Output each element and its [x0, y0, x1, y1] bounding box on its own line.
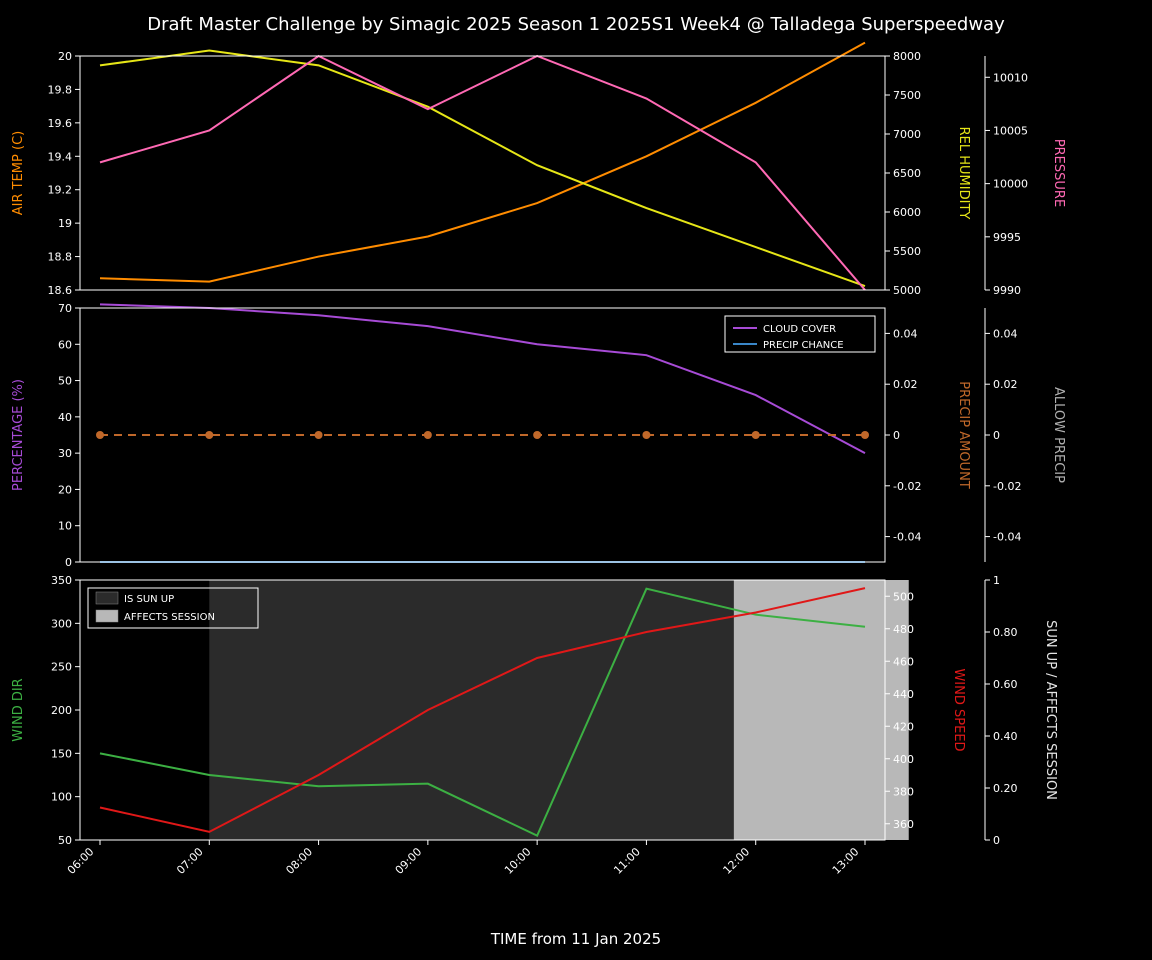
svg-text:20: 20: [58, 483, 72, 496]
svg-text:300: 300: [51, 617, 72, 630]
svg-text:IS SUN UP: IS SUN UP: [124, 594, 174, 605]
svg-text:460: 460: [893, 655, 914, 668]
svg-text:19: 19: [58, 217, 72, 230]
svg-text:5500: 5500: [893, 245, 921, 258]
svg-text:6500: 6500: [893, 167, 921, 180]
svg-text:380: 380: [893, 785, 914, 798]
svg-text:CLOUD COVER: CLOUD COVER: [763, 324, 836, 335]
svg-text:-0.04: -0.04: [893, 531, 921, 544]
svg-text:0.02: 0.02: [993, 378, 1018, 391]
svg-text:10010: 10010: [993, 71, 1028, 84]
svg-text:WIND DIR: WIND DIR: [11, 678, 26, 741]
svg-text:10005: 10005: [993, 124, 1028, 137]
svg-text:8000: 8000: [893, 50, 921, 63]
svg-text:SUN UP / AFFECTS SESSION: SUN UP / AFFECTS SESSION: [1043, 620, 1058, 800]
svg-text:6000: 6000: [893, 206, 921, 219]
svg-text:REL HUMIDITY: REL HUMIDITY: [956, 127, 971, 220]
svg-text:360: 360: [893, 818, 914, 831]
svg-text:13:00: 13:00: [830, 845, 862, 877]
svg-text:06:00: 06:00: [65, 845, 97, 877]
svg-text:12:00: 12:00: [721, 845, 753, 877]
svg-text:18.8: 18.8: [48, 251, 73, 264]
svg-text:7000: 7000: [893, 128, 921, 141]
svg-text:10: 10: [58, 520, 72, 533]
svg-text:PRECIP AMOUNT: PRECIP AMOUNT: [956, 381, 971, 489]
svg-text:500: 500: [893, 590, 914, 603]
weather-chart: 18.6 18.8 19 19.2 19.4 19.6 19.8 20 AIR TEMP (C)…: [0, 0, 1152, 960]
svg-text:100: 100: [51, 791, 72, 804]
svg-text:19.4: 19.4: [48, 150, 73, 163]
svg-text:40: 40: [58, 411, 72, 424]
svg-text:19.2: 19.2: [48, 184, 73, 197]
svg-text:70: 70: [58, 302, 72, 315]
svg-text:9995: 9995: [993, 231, 1021, 244]
svg-text:440: 440: [893, 688, 914, 701]
svg-text:60: 60: [58, 338, 72, 351]
svg-text:150: 150: [51, 747, 72, 760]
svg-text:PERCENTAGE (%): PERCENTAGE (%): [11, 379, 26, 491]
svg-text:10:00: 10:00: [502, 845, 534, 877]
svg-text:480: 480: [893, 623, 914, 636]
svg-text:PRESSURE: PRESSURE: [1051, 139, 1066, 207]
svg-text:1: 1: [993, 574, 1000, 587]
svg-text:5000: 5000: [893, 284, 921, 297]
svg-text:0.04: 0.04: [993, 327, 1018, 340]
svg-text:10000: 10000: [993, 178, 1028, 191]
svg-text:WIND SPEED: WIND SPEED: [951, 668, 966, 751]
svg-text:07:00: 07:00: [174, 845, 206, 877]
svg-text:0: 0: [993, 834, 1000, 847]
svg-text:-0.04: -0.04: [993, 531, 1021, 544]
svg-text:0.02: 0.02: [893, 378, 918, 391]
svg-text:0: 0: [893, 429, 900, 442]
svg-text:18.6: 18.6: [48, 284, 73, 297]
svg-text:9990: 9990: [993, 284, 1021, 297]
svg-text:200: 200: [51, 704, 72, 717]
svg-text:350: 350: [51, 574, 72, 587]
svg-text:19.8: 19.8: [48, 83, 73, 96]
svg-text:0.40: 0.40: [993, 730, 1018, 743]
svg-text:420: 420: [893, 720, 914, 733]
svg-text:0.04: 0.04: [893, 327, 918, 340]
svg-text:AIR TEMP (C): AIR TEMP (C): [11, 131, 26, 215]
svg-text:0.80: 0.80: [993, 626, 1018, 639]
svg-text:-0.02: -0.02: [893, 480, 921, 493]
svg-text:7500: 7500: [893, 89, 921, 102]
svg-text:20: 20: [58, 50, 72, 63]
svg-text:ALLOW PRECIP: ALLOW PRECIP: [1051, 387, 1066, 483]
svg-text:PRECIP CHANCE: PRECIP CHANCE: [763, 340, 844, 351]
svg-text:11:00: 11:00: [611, 845, 643, 877]
svg-text:19.6: 19.6: [48, 117, 73, 130]
svg-text:AFFECTS SESSION: AFFECTS SESSION: [124, 612, 215, 623]
svg-text:250: 250: [51, 661, 72, 674]
svg-text:09:00: 09:00: [393, 845, 425, 877]
svg-text:08:00: 08:00: [283, 845, 315, 877]
svg-text:30: 30: [58, 447, 72, 460]
svg-text:0: 0: [65, 556, 72, 569]
svg-text:0.20: 0.20: [993, 782, 1018, 795]
svg-text:0.60: 0.60: [993, 678, 1018, 691]
svg-text:400: 400: [893, 753, 914, 766]
svg-text:50: 50: [58, 834, 72, 847]
svg-text:0: 0: [993, 429, 1000, 442]
svg-text:50: 50: [58, 375, 72, 388]
svg-text:-0.02: -0.02: [993, 480, 1021, 493]
